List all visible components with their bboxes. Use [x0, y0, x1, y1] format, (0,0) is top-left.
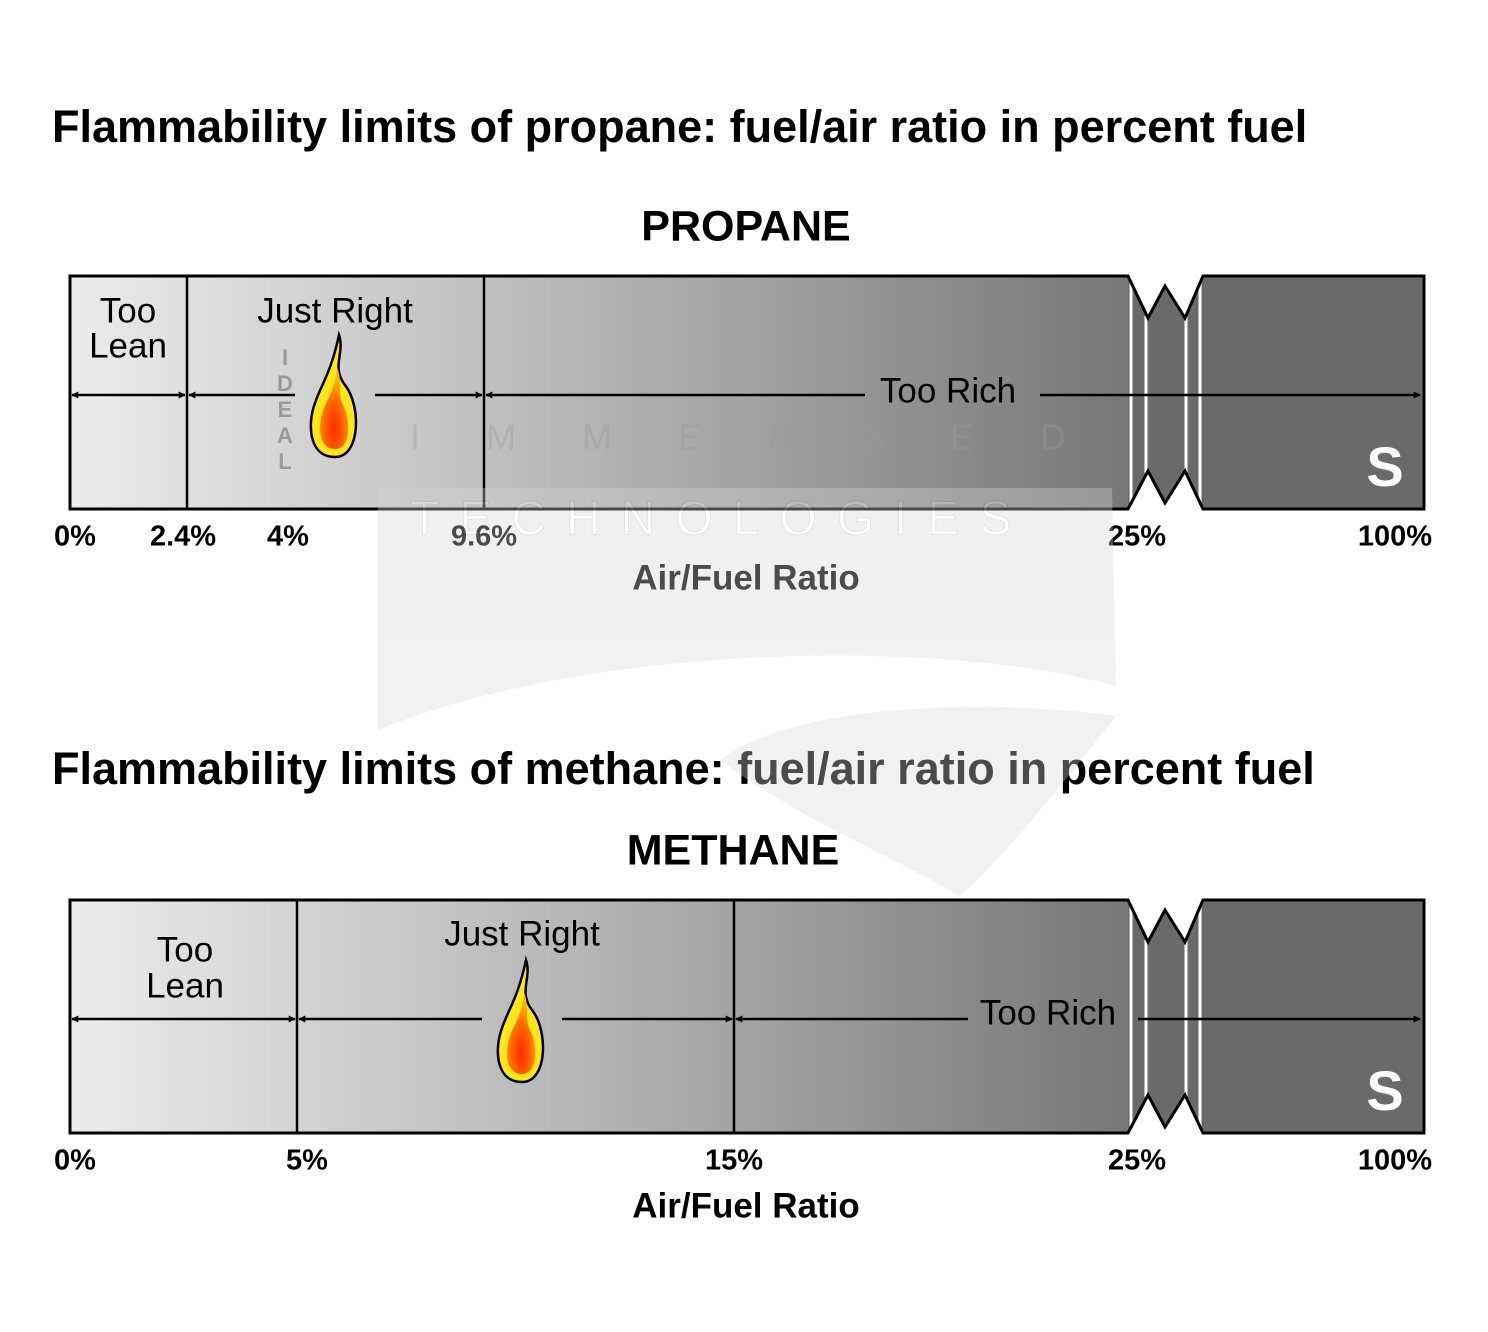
- zone-label: Too Rich: [980, 993, 1116, 1032]
- tick-label: 0%: [54, 521, 96, 553]
- bar-dark: [1128, 276, 1424, 509]
- fuel-label: METHANE: [627, 826, 840, 874]
- zone-label: Too: [157, 930, 213, 969]
- panel: Flammability limits of methane: fuel/air…: [52, 743, 1432, 1225]
- axis-label: Air/Fuel Ratio: [632, 558, 860, 597]
- flame-inner: [319, 367, 349, 449]
- zone-label: Lean: [89, 326, 167, 365]
- zone-label: Too: [100, 291, 156, 330]
- tick-label: 0%: [54, 1145, 96, 1177]
- tick-label: 9.6%: [451, 521, 517, 553]
- break-notch: [1128, 274, 1203, 318]
- tick-label: 15%: [705, 1145, 763, 1177]
- flame-icon: [309, 330, 358, 459]
- zone-label: Just Right: [257, 291, 413, 330]
- zone-label: Just Right: [444, 914, 600, 953]
- tick-label: 25%: [1108, 1145, 1166, 1177]
- logo: S: [1366, 1059, 1403, 1122]
- tick-label: 2.4%: [150, 521, 216, 553]
- watermark-text: IMMERSED: [410, 417, 1132, 458]
- panel: Flammability limits of propane: fuel/air…: [52, 101, 1432, 597]
- diagram: Flammability limits of propane: fuel/air…: [52, 101, 1432, 1225]
- bar-outline: [68, 274, 1426, 511]
- break-notch: [1128, 1095, 1203, 1135]
- break-notch: [1128, 898, 1203, 942]
- logo: S: [1366, 435, 1403, 498]
- flame-icon: [496, 955, 545, 1084]
- tick-label: 5%: [286, 1145, 328, 1177]
- flame-inner: [506, 992, 536, 1074]
- tick-label: 25%: [1108, 521, 1166, 553]
- watermark-shape: [378, 488, 1116, 896]
- bar-gradient: [70, 276, 1128, 509]
- panel-title: Flammability limits of propane: fuel/air…: [52, 101, 1307, 152]
- zone-label: Too Rich: [880, 371, 1016, 410]
- tick-label: 4%: [267, 521, 309, 553]
- fuel-label: PROPANE: [641, 202, 850, 250]
- ideal-label: IDEAL: [273, 345, 298, 475]
- watermark: IMMERSED TECHNOLOGIES: [378, 417, 1132, 896]
- tick-label: 100%: [1358, 1145, 1432, 1177]
- break-notch: [1128, 471, 1203, 511]
- tick-label: 100%: [1358, 521, 1432, 553]
- panel-title: Flammability limits of methane: fuel/air…: [52, 743, 1315, 794]
- bar-outline: [68, 898, 1426, 1135]
- axis-label: Air/Fuel Ratio: [632, 1186, 860, 1225]
- zone-label: Lean: [146, 966, 224, 1005]
- bar-dark: [1128, 900, 1424, 1133]
- watermark-text: TECHNOLOGIES: [410, 493, 1031, 546]
